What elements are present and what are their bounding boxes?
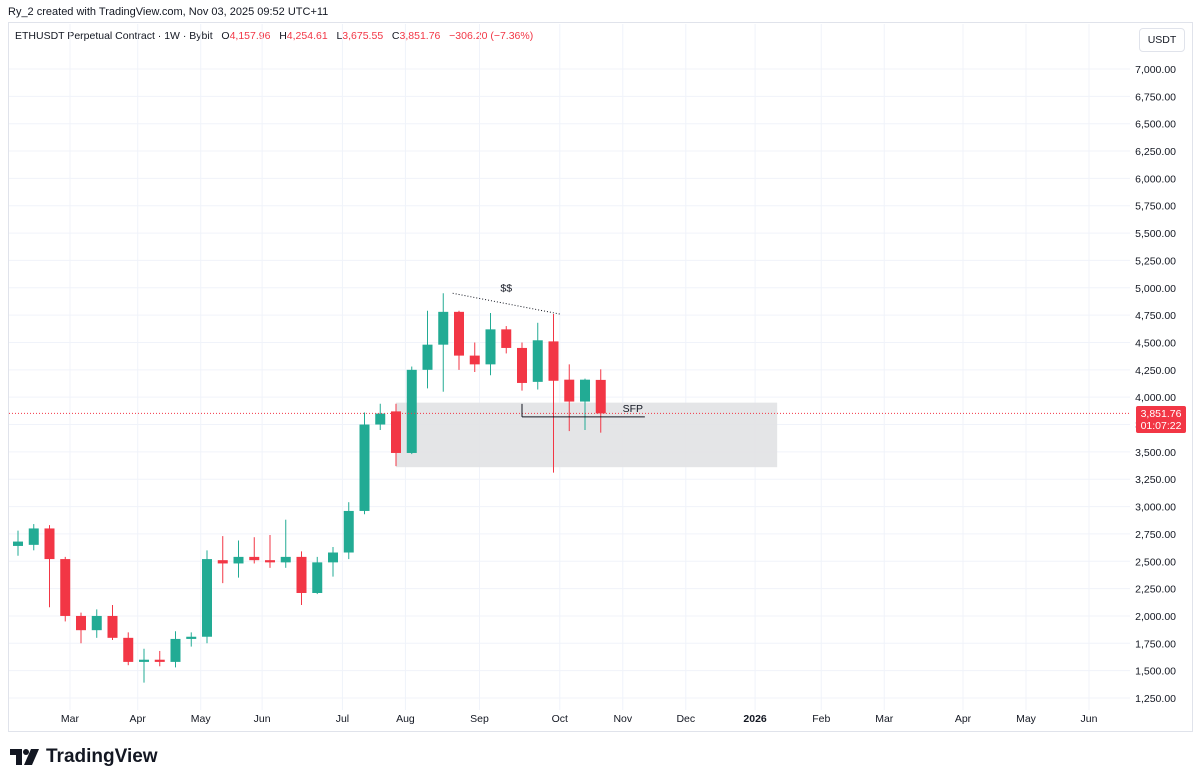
symbol-name[interactable]: ETHUSDT Perpetual Contract · 1W · Bybit: [15, 30, 213, 42]
bar-countdown: 01:07:22: [1140, 419, 1182, 432]
low-label: L: [336, 30, 343, 42]
brand-name: TradingView: [46, 746, 158, 767]
change-value: −306.20 (−7.36%): [449, 30, 534, 42]
tradingview-logo-icon: [10, 749, 39, 765]
symbol-legend: ETHUSDT Perpetual Contract · 1W · Bybit …: [15, 30, 533, 42]
close-label: C: [391, 30, 400, 42]
open-label: O: [221, 30, 230, 42]
open-value: 4,157.96: [229, 30, 271, 42]
last-price-tag: 3,851.76 01:07:22: [1136, 406, 1186, 433]
low-value: 3,675.55: [342, 30, 384, 42]
tradingview-logo[interactable]: TradingView: [10, 746, 158, 768]
high-value: 4,254.61: [286, 30, 328, 42]
last-price: 3,851.76: [1140, 407, 1182, 420]
currency-button[interactable]: USDT: [1139, 28, 1185, 52]
high-label: H: [279, 30, 287, 42]
close-value: 3,851.76: [399, 30, 441, 42]
chart-caption: Ry_2 created with TradingView.com, Nov 0…: [8, 6, 329, 18]
chart-frame: [8, 22, 1193, 732]
